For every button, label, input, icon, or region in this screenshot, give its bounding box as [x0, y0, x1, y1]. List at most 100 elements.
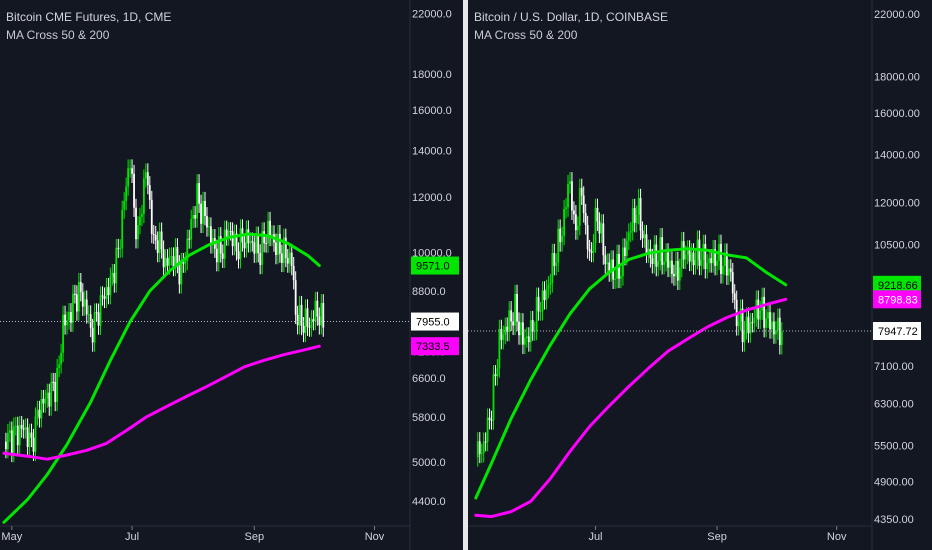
candle-body: [594, 207, 597, 244]
candle-body: [172, 256, 175, 267]
candle-body: [557, 228, 560, 263]
candle-body: [160, 231, 163, 250]
candle-body: [168, 256, 171, 266]
candle-body: [156, 240, 159, 254]
candle-body: [251, 241, 254, 243]
candle-body: [46, 392, 49, 399]
candle-body: [36, 409, 39, 417]
candle-body: [219, 236, 222, 254]
candle-body: [237, 251, 240, 260]
candle-body: [514, 293, 516, 326]
candle-body: [629, 231, 632, 233]
candle-body: [731, 272, 734, 294]
candle-body: [700, 259, 703, 266]
candle-body: [596, 207, 599, 222]
candle-body: [582, 195, 585, 214]
panel-coinbase[interactable]: 22000.00 18000.00 16000.00 14000.00 12000.00…: [468, 0, 932, 550]
candle-body: [722, 265, 724, 275]
candle-body: [655, 244, 658, 267]
candle-body: [280, 253, 283, 263]
candle-body: [44, 398, 47, 404]
x-tick-label: Nov: [365, 531, 385, 543]
candle-body: [204, 200, 206, 217]
candle-body: [255, 235, 258, 254]
candle-body: [496, 368, 499, 377]
chart-canvas-coinbase[interactable]: 22000.00 18000.00 16000.00 14000.00 12000.00…: [468, 0, 932, 550]
candle-body: [20, 424, 23, 429]
candle-body: [152, 233, 155, 235]
candle-body: [674, 260, 677, 277]
candle-body: [724, 252, 726, 266]
candle-body: [48, 392, 51, 407]
candle-body: [235, 233, 238, 252]
price-badge: [873, 290, 921, 309]
candle-body: [75, 294, 78, 312]
chart-canvas-cme[interactable]: 22000.0 18000.0 16000.0 14000.0 12000.0 10000…: [0, 0, 463, 550]
candle-body: [733, 293, 736, 300]
candle-body: [547, 285, 550, 289]
panel-cme[interactable]: 22000.0 18000.0 16000.0 14000.0 12000.0 10000…: [0, 0, 463, 550]
candle-body: [641, 230, 644, 239]
candle-body: [6, 432, 9, 450]
indicator-label[interactable]: MA Cross 50 & 200: [474, 28, 578, 42]
candle-body: [561, 235, 564, 243]
candle-body: [761, 296, 764, 311]
candle-body: [103, 296, 106, 299]
candle-body: [42, 398, 45, 404]
candle-body: [494, 374, 497, 377]
candle-body: [79, 281, 82, 293]
candle-body: [308, 326, 311, 328]
y-tick-label: 8800.0: [412, 286, 446, 298]
candle-body: [290, 252, 293, 266]
x-tick-label: Jul: [125, 531, 139, 543]
candle-body: [154, 234, 157, 241]
candle-body: [56, 367, 59, 402]
candle-body: [531, 320, 534, 332]
candle-body: [702, 243, 705, 260]
candle-body: [206, 216, 208, 228]
candle-body: [146, 172, 149, 186]
candle-body: [87, 314, 90, 316]
candle-body: [22, 428, 25, 430]
candle-body: [40, 398, 43, 419]
candle-body: [68, 312, 70, 321]
candle-body: [81, 292, 84, 307]
candle-body: [553, 253, 556, 266]
candle-body: [608, 262, 611, 273]
candle-body: [192, 215, 195, 219]
candle-body: [710, 258, 713, 264]
candle-body: [109, 276, 112, 296]
x-tick-label: Sep: [244, 531, 264, 543]
candle-body: [105, 286, 108, 299]
candle-body: [292, 265, 295, 281]
candle-body: [123, 201, 126, 210]
candle-body: [196, 183, 199, 219]
candle-body: [314, 300, 317, 322]
candle-body: [569, 181, 571, 185]
candle-body: [294, 280, 297, 315]
chart-title[interactable]: Bitcoin CME Futures, 1D, CME: [6, 10, 172, 24]
candle-body: [522, 322, 524, 345]
candle-body: [8, 430, 11, 433]
candle-body: [125, 186, 128, 202]
candle-body: [101, 295, 104, 297]
candle-body: [139, 216, 141, 226]
candle-body: [773, 321, 775, 335]
panel-separator[interactable]: [463, 0, 468, 550]
candle-body: [221, 253, 224, 259]
candle-body: [16, 425, 19, 446]
candle-body: [247, 229, 250, 244]
candle-body: [518, 321, 520, 336]
candle-body: [148, 185, 151, 200]
indicator-label[interactable]: MA Cross 50 & 200: [6, 28, 110, 42]
candle-body: [502, 334, 505, 340]
ma50-line: [2, 232, 321, 524]
candle-body: [590, 251, 593, 253]
candle-body: [604, 255, 607, 265]
candle-body: [64, 314, 66, 326]
candle-body: [620, 276, 622, 279]
candle-body: [549, 283, 552, 286]
chart-title[interactable]: Bitcoin / U.S. Dollar, 1D, COINBASE: [474, 10, 669, 24]
x-tick-label: Sep: [707, 531, 727, 543]
candle-body: [598, 221, 601, 234]
